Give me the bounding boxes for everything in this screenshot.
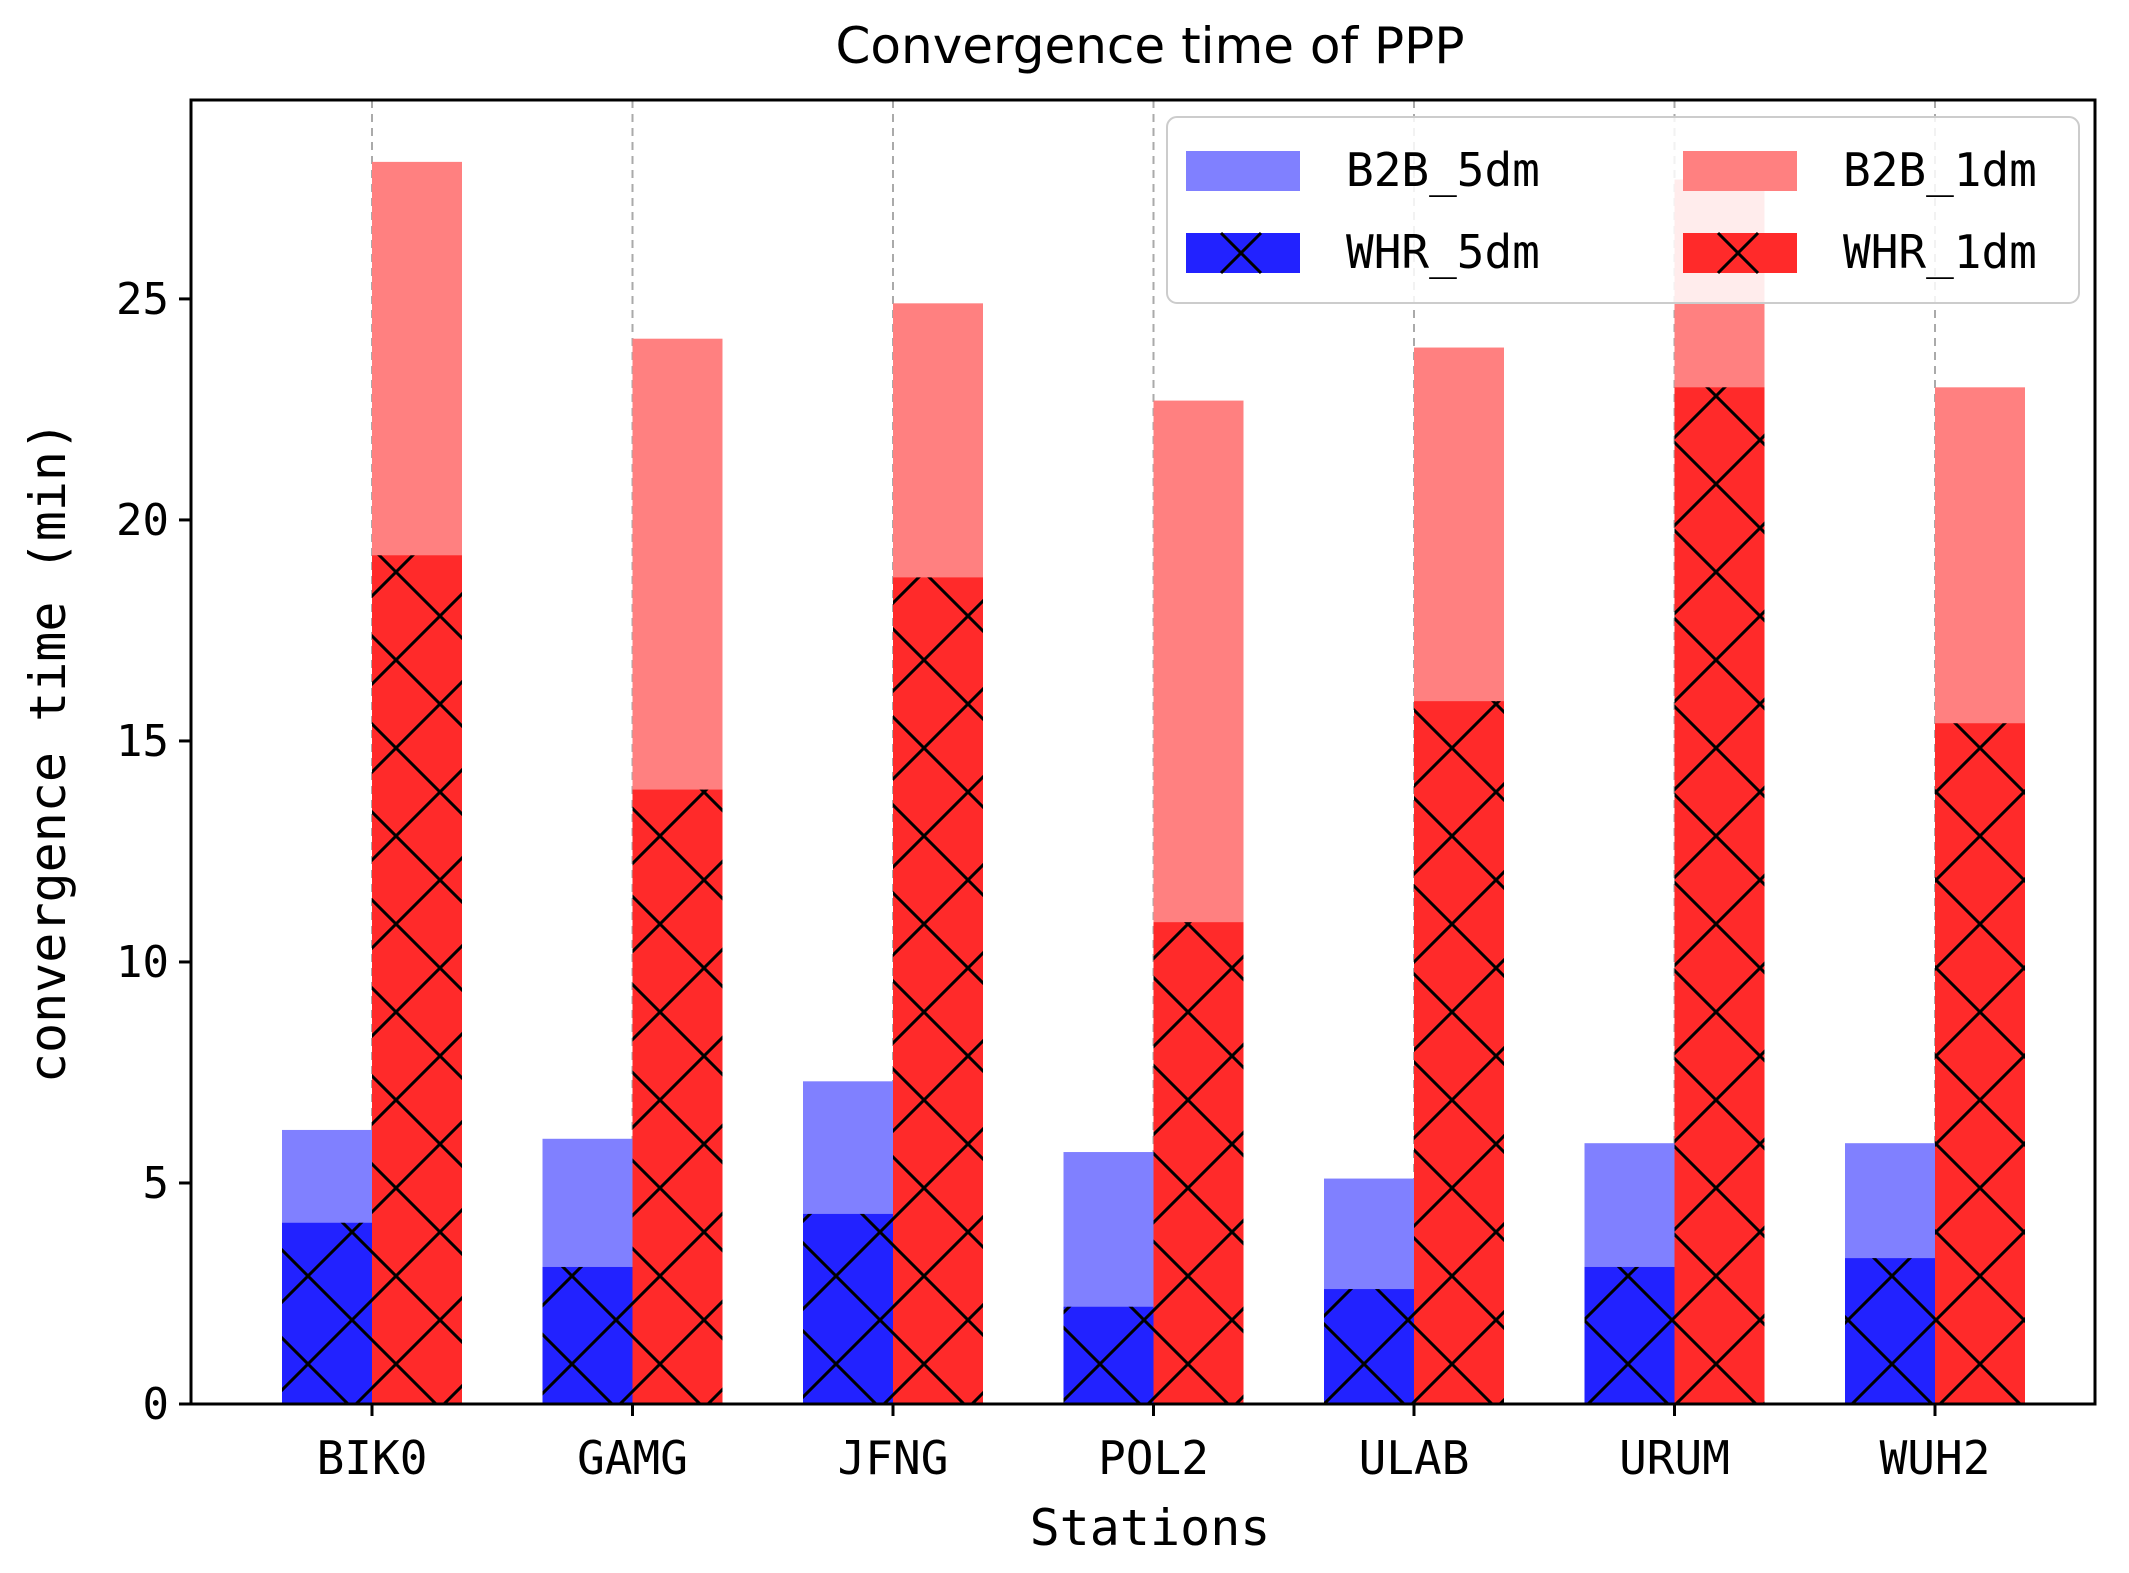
y-tick-label: 5: [143, 1158, 170, 1209]
legend-label-B2B_5dm: B2B_5dm: [1346, 143, 1540, 197]
bar-hatch-WHR_1dm-POL2: [1153, 922, 1244, 1404]
x-axis-label: Stations: [1030, 1499, 1271, 1557]
axes: 0 5 10 15 20 25 BIK0 GAMG JFNG POL2 ULAB URUM WUH2: [116, 274, 1990, 1485]
legend-box: [1166, 116, 2080, 304]
y-axis-label: convergence time (min): [19, 421, 77, 1083]
bar-hatch-WHR_1dm-WUH2: [1935, 723, 2025, 1404]
y-tick-label: 0: [143, 1379, 170, 1430]
bar-hatch-WHR_5dm-JFNG: [803, 1213, 893, 1404]
bar-hatch-WHR_5dm-POL2: [1063, 1306, 1154, 1404]
x-tick-label: GAMG: [577, 1431, 688, 1485]
chart-title: Convergence time of PPP: [836, 17, 1465, 75]
x-tick-label: POL2: [1098, 1431, 1209, 1485]
x-tick-label: WUH2: [1880, 1431, 1991, 1485]
x-tick-label: ULAB: [1359, 1431, 1470, 1485]
legend-label-WHR_1dm: WHR_1dm: [1843, 225, 2037, 279]
x-tick-label: URUM: [1619, 1431, 1730, 1485]
legend-label-WHR_5dm: WHR_5dm: [1346, 225, 1540, 279]
y-tick-label: 20: [116, 495, 169, 546]
bar-hatch-WHR_1dm-BIK0: [372, 555, 462, 1404]
legend-hatch-WHR_1dm: [1716, 231, 1760, 275]
legend: B2B_5dm B2B_1dm WHR_5dm WHR_1dm: [1166, 116, 2080, 304]
bar-hatch-WHR_5dm-ULAB: [1324, 1289, 1414, 1404]
bar-hatch-WHR_1dm-ULAB: [1414, 701, 1504, 1404]
bar-hatch-WHR_5dm-BIK0: [282, 1222, 372, 1404]
bar-hatch-WHR_5dm-URUM: [1584, 1266, 1675, 1404]
bar-hatch-WHR_1dm-JFNG: [893, 577, 983, 1404]
plot-frame: [189, 98, 2097, 1406]
x-tick-label: JFNG: [838, 1431, 949, 1485]
legend-hatch-WHR_5dm: [1219, 231, 1263, 275]
legend-label-B2B_1dm: B2B_1dm: [1843, 143, 2037, 197]
y-tick-label: 10: [116, 937, 169, 988]
bar-hatch-WHR_1dm-GAMG: [632, 789, 723, 1404]
legend-swatch-B2B_5dm: [1186, 151, 1300, 191]
x-tick-label: BIK0: [317, 1431, 428, 1485]
legend-swatch-B2B_1dm: [1683, 151, 1797, 191]
bars: [282, 161, 2025, 1405]
bar-hatch-WHR_5dm-GAMG: [542, 1266, 633, 1404]
y-tick-label: 15: [116, 716, 169, 767]
bar-hatch-WHR_1dm-URUM: [1674, 387, 1765, 1404]
y-tick-label: 25: [116, 274, 169, 325]
bar-hatch-WHR_5dm-WUH2: [1845, 1258, 1935, 1404]
